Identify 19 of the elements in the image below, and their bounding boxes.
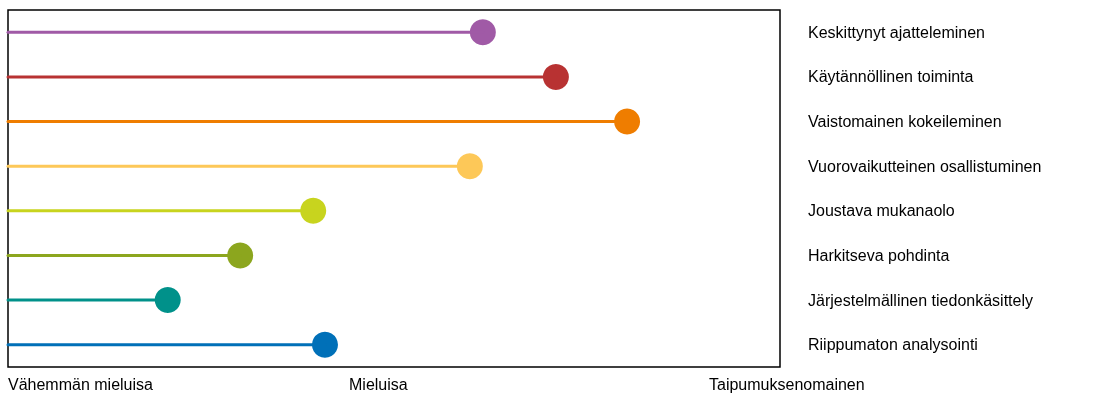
text: Mieluisa (349, 375, 408, 393)
point (614, 108, 641, 135)
y-tick-label: Vuorovaikutteinen osallistuminen (808, 157, 1042, 175)
y-tick-label: Vaistomainen kokeileminen (808, 113, 1002, 131)
text: Vähemmän mieluisa (8, 375, 154, 393)
point (456, 153, 483, 180)
y-tick-label: Keskittynyt ajatteleminen (808, 23, 985, 41)
text: Taipumuksenomainen (709, 375, 865, 393)
point (312, 331, 338, 358)
y-tick-label: Järjestelmällinen tiedonkäsittely (808, 291, 1033, 309)
point (300, 197, 327, 224)
point (469, 19, 496, 46)
point (542, 63, 569, 90)
y-tick-label: Harkitseva pohdinta (808, 246, 950, 264)
y-tick-label: Käytännöllinen toiminta (808, 68, 974, 86)
point (227, 242, 254, 269)
y-tick-label: Riippumaton analysointi (808, 336, 978, 354)
y-tick-label: Joustava mukanaolo (808, 202, 955, 220)
point (154, 287, 181, 314)
